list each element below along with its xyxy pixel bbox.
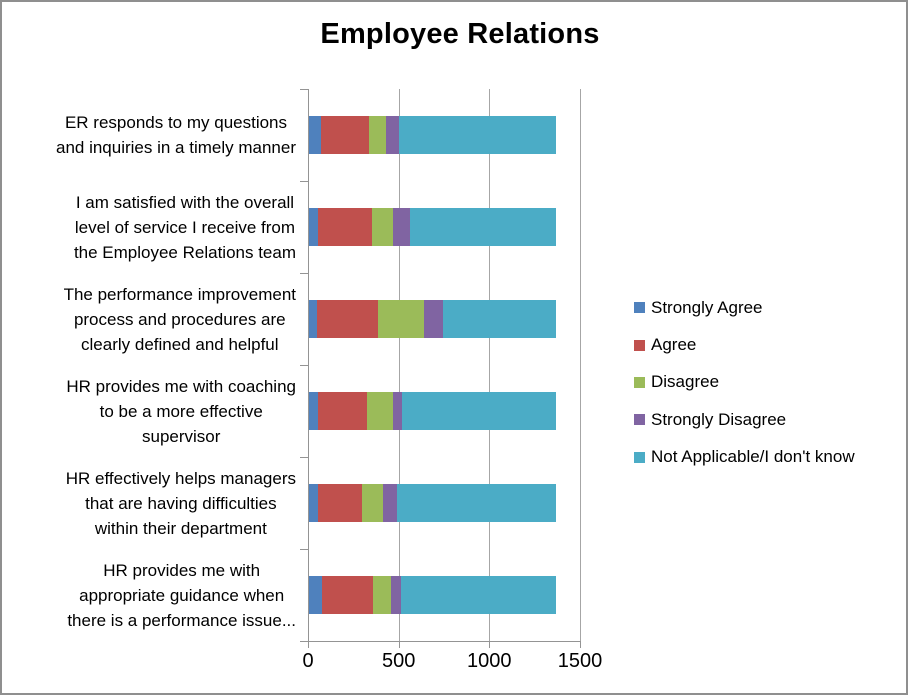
bar-segment-strongly-agree xyxy=(309,300,318,338)
x-axis-line xyxy=(300,641,581,642)
bar-row-3 xyxy=(309,300,556,338)
x-tick-label-1500: 1500 xyxy=(557,650,603,672)
legend-swatch-strongly-agree xyxy=(634,302,645,314)
category-tick xyxy=(300,273,308,274)
category-label-text: The performance improvement process and p… xyxy=(63,284,296,354)
bar-segment-agree xyxy=(318,484,363,522)
category-label-5: HR effectively helps managers that are ha… xyxy=(2,457,300,549)
x-axis-tick-500 xyxy=(398,642,400,648)
x-tick-label-1000: 1000 xyxy=(467,650,512,672)
category-label-4: HR provides me with coaching to be a more… xyxy=(2,365,300,457)
bar-segment-not-applicable-i-don-t-know xyxy=(396,484,556,522)
bar-segment-disagree xyxy=(362,484,384,522)
category-tick xyxy=(300,549,308,550)
category-tick xyxy=(300,365,308,366)
bar-segment-disagree xyxy=(372,208,394,246)
gridline-1000 xyxy=(489,89,491,641)
legend-item-strongly-disagree: Strongly Disagree xyxy=(634,401,855,438)
bar-row-6 xyxy=(309,576,556,614)
bar-segment-strongly-agree xyxy=(309,576,322,614)
bar-segment-not-applicable-i-don-t-know xyxy=(401,576,556,614)
category-label-3: The performance improvement process and p… xyxy=(2,273,300,365)
bar-segment-disagree xyxy=(368,116,387,154)
category-tick xyxy=(300,181,308,182)
legend-item-agree: Agree xyxy=(634,326,855,363)
bar-segment-disagree xyxy=(377,300,425,338)
bar-segment-agree xyxy=(318,208,373,246)
legend-label-strongly-disagree: Strongly Disagree xyxy=(651,409,787,429)
category-label-text: ER responds to my questions and inquiries… xyxy=(55,113,296,157)
bar-row-2 xyxy=(309,208,556,246)
gridline-1500 xyxy=(580,89,581,641)
bar-segment-strongly-disagree xyxy=(424,300,444,338)
legend-item-not-applicable-i-don-t-know: Not Applicable/I don't know xyxy=(634,439,855,476)
category-label-1: ER responds to my questions and inquiries… xyxy=(2,89,300,181)
legend-item-disagree: Disagree xyxy=(634,364,855,401)
legend-item-strongly-agree: Strongly Agree xyxy=(634,289,855,326)
bar-segment-agree xyxy=(320,116,369,154)
bar-segment-agree xyxy=(318,392,368,430)
x-axis-tick-1000 xyxy=(489,642,491,648)
x-tick-label-0: 0 xyxy=(302,650,314,672)
bar-segment-not-applicable-i-don-t-know xyxy=(409,208,556,246)
bar-segment-strongly-disagree xyxy=(393,392,403,430)
category-label-6: HR provides me with appropriate guidance … xyxy=(2,549,300,641)
category-label-text: I am satisfied with the overall level of … xyxy=(73,192,296,262)
bar-segment-strongly-agree xyxy=(309,208,319,246)
bar-segment-disagree xyxy=(373,576,392,614)
category-label-2: I am satisfied with the overall level of … xyxy=(2,181,300,273)
bar-segment-strongly-disagree xyxy=(391,576,402,614)
legend-swatch-strongly-disagree xyxy=(634,414,645,426)
bar-segment-not-applicable-i-don-t-know xyxy=(402,392,556,430)
bar-row-5 xyxy=(309,484,556,522)
bar-segment-strongly-disagree xyxy=(393,208,410,246)
bar-segment-strongly-disagree xyxy=(383,484,397,522)
legend-swatch-disagree xyxy=(634,376,645,388)
legend-label-disagree: Disagree xyxy=(651,372,720,392)
bar-segment-strongly-disagree xyxy=(386,116,399,154)
bar-segment-agree xyxy=(321,576,374,614)
gridline-500 xyxy=(398,89,400,641)
bar-row-4 xyxy=(309,392,556,430)
bar-segment-not-applicable-i-don-t-know xyxy=(443,300,556,338)
bar-segment-strongly-agree xyxy=(309,484,319,522)
x-axis-tick-1500 xyxy=(580,642,581,648)
bar-segment-not-applicable-i-don-t-know xyxy=(398,116,556,154)
legend-label-strongly-agree: Strongly Agree xyxy=(651,297,763,317)
category-tick xyxy=(300,457,308,458)
chart-title: Employee Relations xyxy=(320,18,600,50)
bar-segment-strongly-agree xyxy=(309,116,321,154)
bar-row-1 xyxy=(309,116,556,154)
legend-swatch-not-applicable-i-don-t-know xyxy=(634,451,645,463)
legend-label-agree: Agree xyxy=(651,335,697,355)
legend-label-not-applicable-i-don-t-know: Not Applicable/I don't know xyxy=(651,447,855,467)
bar-segment-strongly-agree xyxy=(309,392,319,430)
legend: Strongly Agree Agree Disagree Strongly Disa… xyxy=(634,289,855,476)
category-label-text: HR provides me with appropriate guidance … xyxy=(67,560,296,630)
category-tick xyxy=(300,89,308,90)
bar-segment-disagree xyxy=(367,392,394,430)
category-label-text: HR provides me with coaching to be a more… xyxy=(66,376,296,446)
bar-segment-agree xyxy=(317,300,378,338)
category-label-text: HR effectively helps managers that are ha… xyxy=(65,468,296,538)
x-tick-label-500: 500 xyxy=(382,650,416,672)
legend-swatch-agree xyxy=(634,339,645,351)
y-axis-line xyxy=(308,89,309,648)
